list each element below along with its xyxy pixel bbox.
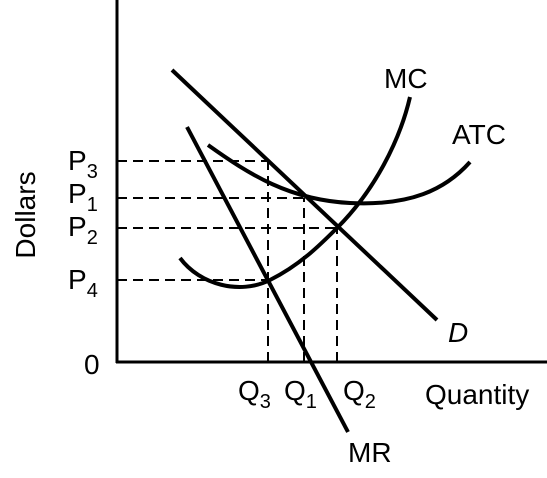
mc-label: MC [384,63,428,94]
atc-curve [206,143,472,206]
quantity-label: Q2 [343,375,376,413]
price-label: P3 [68,145,98,183]
mc-curve [178,96,412,289]
guide-lines [117,160,338,362]
price-label: P1 [68,178,98,216]
x-axis-label: Quantity [425,379,529,410]
atc-label: ATC [452,119,506,150]
price-label: P4 [68,264,98,302]
y-axis-label: Dollars [10,171,41,258]
price-label: P2 [68,211,98,249]
quantity-label: Q3 [238,375,271,413]
quantity-label: Q1 [284,375,317,413]
origin-label: 0 [84,349,100,380]
mr-label: MR [348,437,392,468]
demand-label: D [448,317,468,348]
